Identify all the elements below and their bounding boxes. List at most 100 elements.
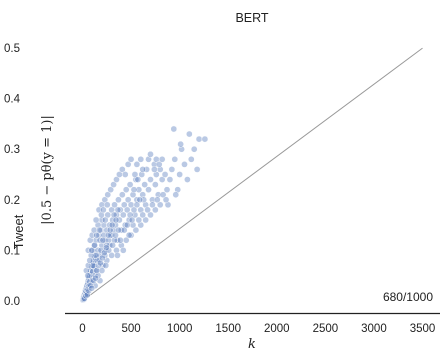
data-point xyxy=(94,221,102,229)
data-point xyxy=(83,267,90,274)
data-point xyxy=(100,221,108,229)
data-point xyxy=(172,191,180,199)
data-point xyxy=(152,155,160,163)
data-point xyxy=(96,226,103,234)
data-point xyxy=(99,254,106,262)
data-point xyxy=(107,186,115,194)
data-point xyxy=(145,186,152,194)
data-point xyxy=(87,252,95,259)
data-point xyxy=(120,226,128,234)
data-point xyxy=(123,206,131,214)
data-point xyxy=(164,201,172,209)
count-annotation: 680/1000 xyxy=(383,290,433,304)
data-point xyxy=(110,211,118,219)
data-point xyxy=(112,216,120,224)
data-point xyxy=(119,211,127,219)
x-tick-label: 2000 xyxy=(264,323,290,335)
data-point xyxy=(104,231,112,239)
data-point xyxy=(92,216,100,224)
data-point xyxy=(89,246,97,254)
data-point xyxy=(137,221,145,229)
data-point xyxy=(159,191,167,199)
data-point xyxy=(166,176,174,183)
data-point xyxy=(100,249,108,257)
data-point xyxy=(117,241,125,249)
data-point xyxy=(161,171,169,178)
data-point xyxy=(86,257,94,264)
data-point xyxy=(136,196,144,204)
data-point xyxy=(154,191,162,199)
data-point xyxy=(124,196,132,204)
data-point xyxy=(115,226,122,234)
data-point xyxy=(123,221,131,229)
data-point xyxy=(89,262,97,269)
data-point xyxy=(158,155,166,163)
data-point xyxy=(98,201,106,209)
data-point xyxy=(135,186,143,194)
reference-line-layer xyxy=(82,47,423,302)
y-tick-label: 0.2 xyxy=(4,195,20,207)
data-point xyxy=(88,246,96,254)
x-tick-label: 3500 xyxy=(410,323,436,335)
data-point xyxy=(195,135,203,143)
data-point xyxy=(93,257,101,264)
data-point xyxy=(129,191,137,199)
data-point xyxy=(121,171,129,178)
data-point xyxy=(100,206,107,214)
data-point xyxy=(118,191,126,199)
data-point xyxy=(108,252,115,259)
data-point xyxy=(97,226,105,234)
data-point xyxy=(156,201,164,209)
data-point xyxy=(129,221,137,229)
x-axis-label: k xyxy=(248,337,256,351)
data-point xyxy=(130,206,138,214)
data-point xyxy=(110,181,117,188)
data-point xyxy=(103,241,111,249)
data-point xyxy=(93,267,100,274)
data-point xyxy=(153,196,161,204)
data-point xyxy=(181,161,188,168)
data-point xyxy=(113,211,120,219)
data-point xyxy=(131,211,139,219)
data-point xyxy=(128,216,136,224)
data-point xyxy=(122,186,130,194)
data-point xyxy=(132,176,140,183)
data-point xyxy=(86,236,94,244)
data-point xyxy=(108,221,116,229)
data-point xyxy=(88,277,96,285)
data-point xyxy=(111,201,118,209)
data-point xyxy=(139,166,147,173)
x-tick-label: 500 xyxy=(121,323,140,335)
data-point xyxy=(147,176,154,183)
row-label: Tweet xyxy=(11,214,26,249)
scatter-points xyxy=(79,125,209,304)
data-point xyxy=(163,186,171,194)
data-point xyxy=(134,176,142,183)
data-point xyxy=(138,171,146,178)
data-point xyxy=(124,161,132,168)
x-tick-label: 1000 xyxy=(167,323,193,335)
data-point xyxy=(84,246,92,254)
data-point xyxy=(133,161,141,168)
data-point xyxy=(149,201,156,209)
data-point xyxy=(103,201,111,209)
data-point xyxy=(162,196,170,204)
data-point xyxy=(187,155,195,163)
data-point xyxy=(116,171,123,178)
data-point xyxy=(152,171,160,178)
data-point xyxy=(156,166,164,173)
data-point xyxy=(177,140,184,148)
data-point xyxy=(127,201,135,209)
chart-title: BERT xyxy=(235,11,268,25)
data-point xyxy=(99,236,107,244)
data-point xyxy=(110,226,117,234)
data-point xyxy=(149,196,156,204)
data-point xyxy=(151,166,158,173)
x-tick-label: 1500 xyxy=(215,323,241,335)
data-point xyxy=(151,206,159,214)
data-point xyxy=(84,272,92,279)
y-tick-label: 0.0 xyxy=(4,296,20,308)
data-point xyxy=(114,206,122,214)
data-point xyxy=(145,155,152,163)
